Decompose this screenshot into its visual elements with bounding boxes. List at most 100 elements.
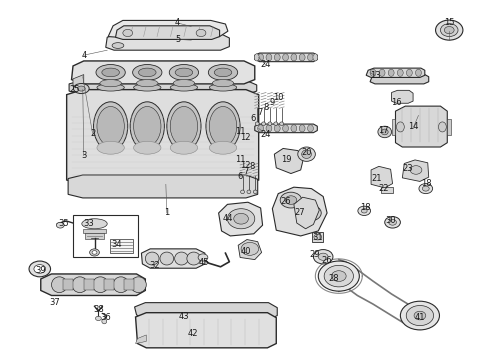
Ellipse shape xyxy=(358,206,370,216)
Ellipse shape xyxy=(96,64,125,80)
Text: 31: 31 xyxy=(312,233,322,242)
Text: 22: 22 xyxy=(378,184,389,193)
Text: 12: 12 xyxy=(240,133,250,142)
Ellipse shape xyxy=(318,261,359,291)
Text: 20: 20 xyxy=(301,148,312,157)
Ellipse shape xyxy=(170,84,197,91)
Ellipse shape xyxy=(283,54,289,61)
Ellipse shape xyxy=(196,30,206,37)
Ellipse shape xyxy=(102,319,107,324)
Ellipse shape xyxy=(419,184,433,194)
Ellipse shape xyxy=(410,166,422,174)
Ellipse shape xyxy=(268,122,272,126)
Text: 39: 39 xyxy=(35,266,46,275)
Text: 26: 26 xyxy=(281,197,292,206)
Ellipse shape xyxy=(113,277,129,293)
Text: 45: 45 xyxy=(199,258,209,267)
Text: 3: 3 xyxy=(81,151,86,160)
Text: 16: 16 xyxy=(391,98,402,107)
Ellipse shape xyxy=(308,54,314,61)
Text: 23: 23 xyxy=(402,164,413,173)
Text: 30: 30 xyxy=(385,216,396,225)
Ellipse shape xyxy=(247,190,251,194)
Ellipse shape xyxy=(406,306,434,325)
Polygon shape xyxy=(83,229,106,233)
Ellipse shape xyxy=(175,68,193,77)
Ellipse shape xyxy=(361,209,367,213)
Ellipse shape xyxy=(234,213,248,224)
Polygon shape xyxy=(85,233,104,239)
Polygon shape xyxy=(69,80,257,95)
Ellipse shape xyxy=(92,251,97,254)
Polygon shape xyxy=(41,274,146,296)
Ellipse shape xyxy=(274,122,278,126)
Ellipse shape xyxy=(266,125,272,132)
Text: 26: 26 xyxy=(322,256,332,265)
Text: 21: 21 xyxy=(372,174,382,183)
Ellipse shape xyxy=(318,253,328,260)
Ellipse shape xyxy=(441,24,458,37)
Polygon shape xyxy=(272,187,327,236)
Bar xyxy=(63,279,73,291)
Text: 29: 29 xyxy=(309,250,319,259)
Ellipse shape xyxy=(94,102,128,150)
Text: 6: 6 xyxy=(250,114,256,123)
Ellipse shape xyxy=(93,277,108,293)
Polygon shape xyxy=(395,106,447,147)
Text: 6: 6 xyxy=(238,172,243,181)
Ellipse shape xyxy=(173,80,195,87)
Ellipse shape xyxy=(389,220,396,225)
Ellipse shape xyxy=(298,147,316,161)
Text: 28: 28 xyxy=(329,274,339,283)
Ellipse shape xyxy=(280,192,302,208)
Ellipse shape xyxy=(388,69,394,76)
Text: 11: 11 xyxy=(235,156,245,165)
Polygon shape xyxy=(294,197,319,229)
Text: 5: 5 xyxy=(175,35,180,44)
Text: 37: 37 xyxy=(49,298,60,307)
Ellipse shape xyxy=(299,54,305,61)
Ellipse shape xyxy=(283,125,289,132)
Ellipse shape xyxy=(209,107,237,146)
Ellipse shape xyxy=(381,129,388,135)
Polygon shape xyxy=(135,303,277,320)
Ellipse shape xyxy=(74,84,89,94)
Ellipse shape xyxy=(324,265,353,287)
Ellipse shape xyxy=(169,64,198,80)
Polygon shape xyxy=(68,175,258,198)
Ellipse shape xyxy=(134,107,161,146)
Polygon shape xyxy=(392,119,395,135)
Polygon shape xyxy=(371,166,392,188)
Ellipse shape xyxy=(102,68,120,77)
Text: 7: 7 xyxy=(257,108,262,117)
Ellipse shape xyxy=(241,190,245,194)
Ellipse shape xyxy=(97,107,124,146)
Ellipse shape xyxy=(29,261,50,277)
Text: 9: 9 xyxy=(270,98,275,107)
Ellipse shape xyxy=(206,102,240,150)
Ellipse shape xyxy=(406,69,412,76)
Ellipse shape xyxy=(187,252,200,265)
Bar xyxy=(104,279,114,291)
Ellipse shape xyxy=(444,27,454,34)
Text: 25: 25 xyxy=(70,85,80,94)
Ellipse shape xyxy=(227,209,255,229)
Ellipse shape xyxy=(209,141,237,154)
Text: 7: 7 xyxy=(244,167,248,176)
Ellipse shape xyxy=(97,84,124,91)
Ellipse shape xyxy=(305,209,317,217)
Polygon shape xyxy=(73,75,84,87)
Ellipse shape xyxy=(72,277,88,293)
Ellipse shape xyxy=(414,311,426,320)
Polygon shape xyxy=(447,119,451,135)
Ellipse shape xyxy=(139,68,156,77)
Bar xyxy=(124,279,134,291)
Polygon shape xyxy=(106,34,229,50)
Ellipse shape xyxy=(370,69,376,76)
Ellipse shape xyxy=(280,122,284,126)
Polygon shape xyxy=(72,61,255,84)
Ellipse shape xyxy=(266,54,272,61)
Text: 35: 35 xyxy=(58,219,69,228)
Ellipse shape xyxy=(397,69,403,76)
Ellipse shape xyxy=(253,190,257,194)
